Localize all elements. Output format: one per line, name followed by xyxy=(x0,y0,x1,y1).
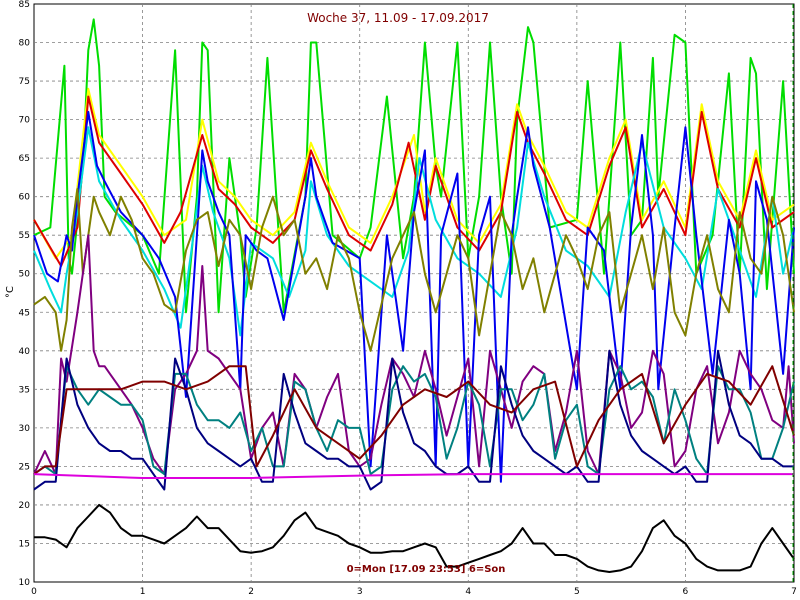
x-tick-label: 4 xyxy=(465,587,471,597)
x-tick-label: 0 xyxy=(31,587,37,597)
y-tick-label: 85 xyxy=(19,0,30,10)
plot-border xyxy=(33,3,795,583)
chart-footer: 0=Mon [17.09 23:53] 6=Son xyxy=(347,564,506,575)
y-tick-label: 60 xyxy=(19,193,31,203)
y-axis-label: °C xyxy=(5,286,16,298)
y-tick-label: 80 xyxy=(19,39,31,49)
x-tick-label: 2 xyxy=(248,587,254,597)
y-tick-label: 20 xyxy=(19,501,31,511)
x-tick-labels: 0 1 2 3 4 5 6 7 xyxy=(31,587,797,597)
chart-title: Woche 37, 11.09 - 17.09.2017 xyxy=(307,11,489,25)
y-tick-label: 50 xyxy=(19,270,31,280)
series-line-11 xyxy=(33,473,794,479)
x-tick-label: 1 xyxy=(140,587,146,597)
y-tick-label: 45 xyxy=(19,308,30,318)
series-line-2 xyxy=(33,87,795,260)
y-tick-label: 10 xyxy=(19,578,31,588)
x-tick-label: 5 xyxy=(574,587,580,597)
y-tick-label: 40 xyxy=(19,347,31,357)
y-tick-label: 35 xyxy=(19,385,30,395)
y-tick-label: 70 xyxy=(19,116,31,126)
x-tick-label: 6 xyxy=(683,587,689,597)
y-tick-label: 75 xyxy=(19,77,30,87)
y-tick-label: 15 xyxy=(19,539,30,549)
series-line-9 xyxy=(33,349,794,491)
x-tick-label: 7 xyxy=(791,587,797,597)
series-line-12 xyxy=(34,503,795,573)
series-line-8 xyxy=(33,365,795,476)
y-tick-label: 25 xyxy=(19,462,30,472)
series-line-6 xyxy=(33,188,795,352)
y-tick-label: 30 xyxy=(19,424,31,434)
y-tick-label: 55 xyxy=(19,231,30,241)
y-tick-label: 65 xyxy=(19,154,30,164)
x-tick-label: 3 xyxy=(357,587,363,597)
series-lines xyxy=(33,18,795,573)
series-line-10 xyxy=(33,365,795,475)
y-tick-labels: 10 15 20 25 30 35 40 45 50 55 60 65 70 75 80 85 xyxy=(19,0,31,588)
